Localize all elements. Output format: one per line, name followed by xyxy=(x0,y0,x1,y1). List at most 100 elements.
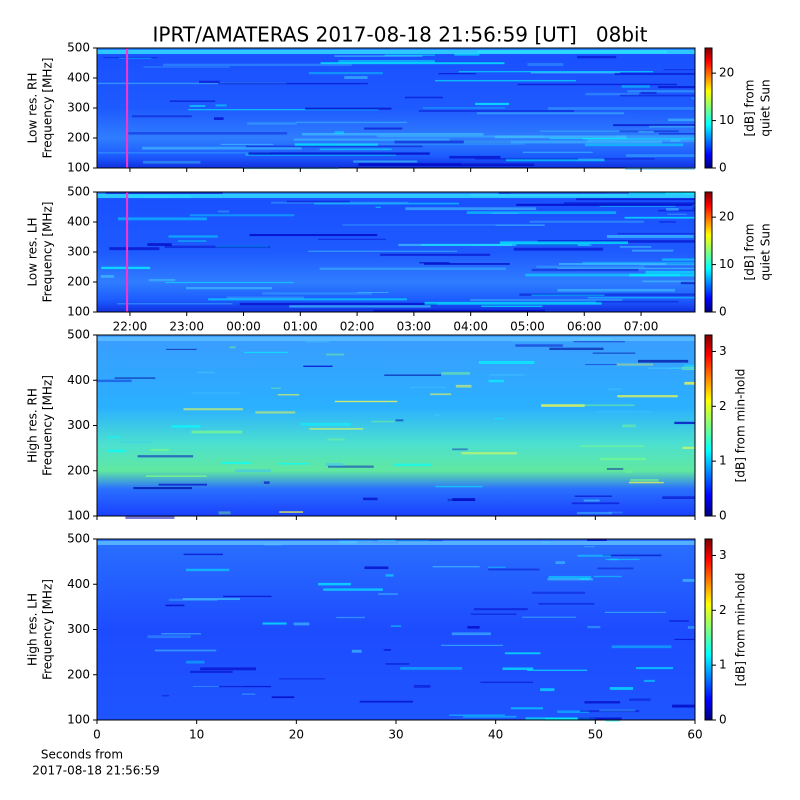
heatmap-texture xyxy=(435,485,483,488)
heatmap-texture xyxy=(142,146,302,150)
heatmap-texture xyxy=(318,238,387,240)
heatmap-texture xyxy=(548,575,592,579)
heatmap-texture xyxy=(645,270,695,274)
heatmap-texture xyxy=(684,381,695,385)
x-axis-label: 2017-08-18 21:56:59 xyxy=(32,764,159,778)
heatmap-texture xyxy=(592,352,636,354)
heatmap-texture xyxy=(522,151,593,154)
heatmap-texture xyxy=(327,438,345,441)
heatmap-texture xyxy=(643,679,655,683)
heatmap-texture xyxy=(516,244,578,246)
heatmap-texture xyxy=(571,502,620,505)
heatmap-texture xyxy=(325,463,343,466)
heatmap-texture xyxy=(100,274,115,278)
colorbar-tick-label: 3 xyxy=(719,548,727,562)
y-axis-label: High res. RH xyxy=(26,388,40,463)
x-tick-label: 50 xyxy=(588,728,603,742)
heatmap-texture xyxy=(580,710,640,713)
heatmap-texture xyxy=(640,264,695,266)
heatmap-texture xyxy=(487,566,506,568)
heatmap-texture xyxy=(577,55,617,59)
heatmap-texture xyxy=(97,82,287,85)
heatmap-texture xyxy=(279,511,304,513)
heatmap-texture xyxy=(300,422,351,426)
y-tick-label: 400 xyxy=(67,373,90,387)
heatmap-texture xyxy=(621,84,650,88)
y-tick-label: 400 xyxy=(67,215,90,229)
heatmap-texture xyxy=(182,597,241,601)
heatmap-texture xyxy=(536,265,645,269)
x-tick-label: 40 xyxy=(488,728,503,742)
heatmap-texture xyxy=(145,475,207,477)
heatmap-texture xyxy=(271,201,409,204)
heatmap-texture xyxy=(337,143,525,145)
heatmap-texture xyxy=(293,622,310,626)
y-tick-label: 100 xyxy=(67,161,90,175)
heatmap-texture xyxy=(192,685,244,687)
heatmap-texture xyxy=(245,153,396,156)
x-tick-label: 07:00 xyxy=(624,320,659,334)
heatmap-texture xyxy=(630,478,659,482)
heatmap-texture xyxy=(659,221,677,223)
colorbar-tick-label: 0 xyxy=(719,305,727,319)
heatmap-texture xyxy=(529,220,644,223)
heatmap-texture xyxy=(670,139,681,142)
heatmap-texture xyxy=(248,152,430,155)
heatmap-texture xyxy=(307,250,458,252)
heatmap-texture xyxy=(599,457,647,461)
heatmap-texture xyxy=(245,145,423,148)
heatmap-texture xyxy=(319,148,392,151)
heatmap-texture xyxy=(384,54,435,56)
colorbar-tick-label: 10 xyxy=(719,257,734,271)
heatmap-texture xyxy=(188,109,379,111)
colorbar-tick-label: 0 xyxy=(719,161,727,175)
heatmap-texture xyxy=(585,92,639,96)
heatmap-texture xyxy=(171,425,201,428)
heatmap-texture xyxy=(235,469,271,473)
y-tick-label: 200 xyxy=(67,275,90,289)
heatmap-texture xyxy=(629,273,695,277)
heatmap-texture xyxy=(286,200,350,203)
heatmap-texture xyxy=(582,138,695,140)
heatmap-texture xyxy=(449,155,501,159)
heatmap-texture xyxy=(658,85,695,89)
heatmap-texture xyxy=(164,245,270,249)
heatmap-texture xyxy=(587,539,607,542)
heatmap-texture xyxy=(516,203,695,206)
heatmap-texture xyxy=(530,71,621,74)
heatmap-texture xyxy=(476,112,625,115)
heatmap-texture xyxy=(692,207,695,210)
heatmap-texture xyxy=(137,455,194,458)
heatmap-texture xyxy=(351,649,362,653)
heatmap-texture xyxy=(150,448,169,452)
heatmap-texture xyxy=(595,300,679,303)
colorbar-label: [dB] from min-hold xyxy=(734,369,748,483)
heatmap-texture xyxy=(635,667,674,670)
heatmap-texture xyxy=(672,704,695,708)
heatmap-texture xyxy=(169,100,216,102)
heatmap-texture xyxy=(499,241,629,245)
heatmap-texture xyxy=(527,63,564,66)
heatmap-background xyxy=(97,192,695,312)
heatmap-texture xyxy=(480,681,533,684)
heatmap-texture xyxy=(320,62,505,65)
heatmap-texture xyxy=(358,163,535,167)
x-tick-label: 05:00 xyxy=(510,320,545,334)
heatmap-texture xyxy=(190,670,233,673)
heatmap-texture xyxy=(255,411,296,414)
heatmap-texture xyxy=(557,710,590,714)
heatmap-texture xyxy=(613,124,695,127)
heatmap-texture xyxy=(622,424,636,428)
heatmap-texture xyxy=(580,445,645,448)
heatmap-texture xyxy=(531,268,639,272)
heatmap-texture xyxy=(584,701,621,704)
heatmap-texture xyxy=(658,132,695,135)
y-tick-label: 300 xyxy=(67,622,90,636)
heatmap-texture xyxy=(371,420,395,423)
heatmap-texture xyxy=(334,400,398,403)
heatmap-texture xyxy=(558,262,667,266)
heatmap-texture xyxy=(191,392,241,395)
heatmap-texture xyxy=(125,515,175,519)
x-axis-label: Seconds from xyxy=(41,748,123,762)
colorbar-tick-label: 0 xyxy=(719,509,727,523)
